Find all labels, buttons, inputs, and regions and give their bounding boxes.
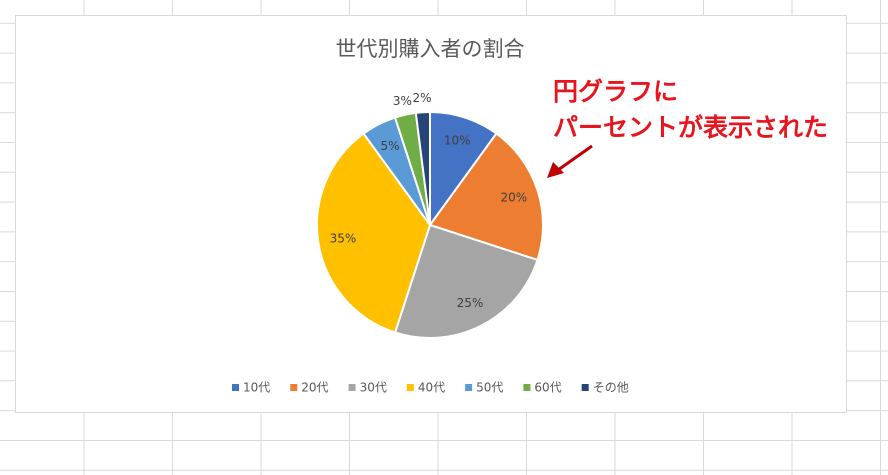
legend: 10代 20代 30代 40代 50代 60代 その他 [232,381,629,395]
legend-label: その他 [593,381,629,395]
data-label: 10% [444,134,471,148]
arrow-shaft [557,144,593,172]
arrow-head [547,162,564,178]
legend-swatch [406,384,414,391]
data-label: 2% [413,91,432,105]
pie-slice [414,110,431,226]
legend-swatch [465,384,473,391]
legend-label: 30代 [360,381,387,395]
annotation-line: パーセントが表示された [553,113,828,142]
legend-label: 20代 [301,381,328,395]
data-label: 25% [457,296,484,310]
annotation-line: 円グラフに [553,77,678,106]
data-label: 35% [330,231,357,245]
pie-slice [316,132,432,334]
legend-swatch [523,384,531,391]
legend-swatch [290,384,298,391]
pie: 10% 20% 25% 35% 5% 3% 2% [316,91,544,339]
data-label: 3% [393,94,412,108]
legend-label: 60代 [534,381,561,395]
data-label: 20% [500,190,527,204]
pie-slice [393,223,539,339]
data-label: 5% [380,139,399,153]
legend-swatch [232,384,239,391]
pie-slice [429,110,498,229]
legend-label: 10代 [243,381,270,395]
legend-label: 50代 [476,381,503,395]
legend-label: 40代 [418,381,445,395]
chart-title: 世代別購入者の割合 [336,37,525,61]
legend-swatch [348,384,356,391]
annotation: 円グラフに パーセントが表示された [551,75,830,144]
pie-slice [428,132,544,262]
legend-swatch [581,384,589,391]
